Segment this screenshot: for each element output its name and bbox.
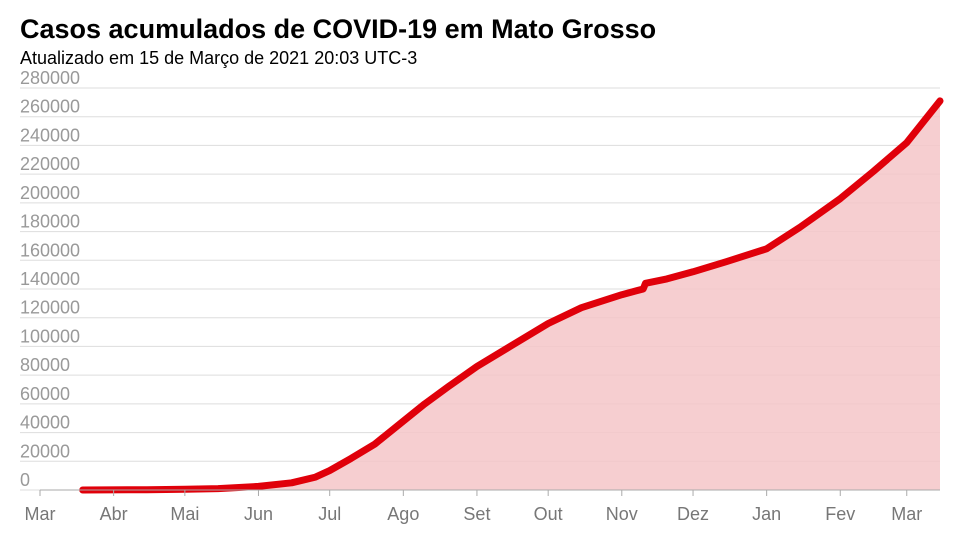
chart-subtitle: Atualizado em 15 de Março de 2021 20:03 …	[20, 48, 418, 68]
y-tick-label: 100000	[20, 326, 80, 346]
y-tick-label: 40000	[20, 413, 70, 433]
y-tick-label: 160000	[20, 240, 80, 260]
chart-title: Casos acumulados de COVID-19 em Mato Gro…	[20, 14, 657, 44]
y-tick-label: 200000	[20, 183, 80, 203]
x-tick-label: Jan	[752, 504, 781, 524]
cases-area	[82, 100, 940, 491]
y-tick-label: 280000	[20, 68, 80, 88]
y-tick-label: 120000	[20, 298, 80, 318]
x-tick-label: Out	[534, 504, 563, 524]
y-tick-label: 260000	[20, 97, 80, 117]
x-tick-label: Jun	[244, 504, 273, 524]
x-tick-label: Abr	[100, 504, 128, 524]
x-tick-label: Mar	[25, 504, 56, 524]
y-tick-label: 20000	[20, 441, 70, 461]
x-tick-label: Jul	[318, 504, 341, 524]
y-tick-label: 80000	[20, 355, 70, 375]
y-tick-label: 180000	[20, 212, 80, 232]
x-axis: Mar Abr Mai Jun Jul Ago Set Out Nov Dez Jan Fev Mar	[25, 489, 940, 524]
x-tick-label: Ago	[387, 504, 419, 524]
y-tick-label: 0	[20, 470, 30, 490]
x-tick-label: Set	[463, 504, 490, 524]
cases-line	[79, 97, 944, 494]
y-tick-label: 240000	[20, 125, 80, 145]
x-tick-label: Mar	[891, 504, 922, 524]
x-tick-label: Dez	[677, 504, 709, 524]
y-tick-labels: 0 20000 40000 60000 80000 100000 120000 140000 1…	[20, 68, 80, 490]
y-tick-label: 60000	[20, 384, 70, 404]
y-tick-label: 140000	[20, 269, 80, 289]
x-tick-label: Fev	[825, 504, 855, 524]
y-tick-label: 220000	[20, 154, 80, 174]
x-tick-label: Nov	[606, 504, 638, 524]
x-tick-label: Mai	[170, 504, 199, 524]
